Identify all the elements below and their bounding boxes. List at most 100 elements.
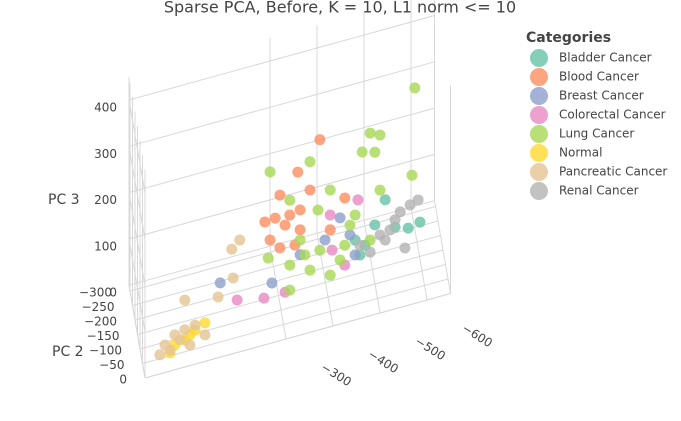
data-point bbox=[284, 194, 296, 206]
data-point bbox=[379, 194, 391, 206]
data-point bbox=[214, 277, 226, 289]
data-point bbox=[274, 242, 286, 254]
data-point bbox=[264, 234, 276, 246]
data-point bbox=[284, 209, 296, 221]
data-point bbox=[364, 234, 376, 246]
legend-label[interactable]: Colorectal Cancer bbox=[559, 108, 666, 122]
data-point bbox=[324, 224, 336, 236]
data-point bbox=[314, 134, 326, 146]
y-tick-label: 0 bbox=[119, 373, 127, 387]
legend-title: Categories bbox=[526, 30, 611, 46]
data-point bbox=[314, 244, 326, 256]
data-point bbox=[262, 252, 274, 264]
data-point bbox=[274, 189, 286, 201]
data-point bbox=[349, 209, 361, 221]
z-grid-line bbox=[128, 99, 146, 193]
data-point bbox=[414, 216, 426, 228]
legend-marker[interactable] bbox=[530, 49, 548, 67]
legend-label[interactable]: Bladder Cancer bbox=[559, 51, 652, 65]
x-tick-label: −600 bbox=[460, 321, 495, 350]
data-point bbox=[354, 239, 366, 251]
y-grid-line bbox=[142, 278, 449, 364]
data-point bbox=[284, 284, 296, 296]
legend-marker[interactable] bbox=[530, 163, 548, 181]
data-point bbox=[266, 277, 278, 289]
z-grid-line bbox=[128, 107, 435, 194]
z-grid-line bbox=[128, 61, 435, 147]
data-point bbox=[319, 234, 331, 246]
legend-marker[interactable] bbox=[530, 87, 548, 105]
data-point bbox=[234, 234, 246, 246]
data-point bbox=[227, 272, 239, 284]
z-grid-line bbox=[128, 192, 146, 286]
x-grid-line bbox=[410, 207, 428, 301]
legend-marker[interactable] bbox=[530, 182, 548, 200]
data-point bbox=[364, 246, 376, 258]
x-grid-line bbox=[269, 246, 287, 340]
data-point bbox=[334, 212, 346, 224]
z-axis-title: PC 3 bbox=[48, 192, 80, 208]
data-point bbox=[399, 242, 411, 254]
z-tick-label: 0 bbox=[109, 286, 117, 300]
legend-marker[interactable] bbox=[530, 68, 548, 86]
data-point bbox=[269, 212, 281, 224]
data-point bbox=[326, 244, 338, 256]
legend-label[interactable]: Renal Cancer bbox=[559, 184, 639, 198]
y-tick-label: −250 bbox=[82, 300, 115, 314]
data-point bbox=[179, 294, 191, 306]
legend-marker[interactable] bbox=[530, 106, 548, 124]
data-point bbox=[369, 146, 381, 158]
data-point bbox=[258, 292, 270, 304]
z-grid-line bbox=[128, 238, 146, 332]
legend-marker[interactable] bbox=[530, 144, 548, 162]
data-point bbox=[369, 219, 381, 231]
legend-label[interactable]: Lung Cancer bbox=[559, 127, 634, 141]
data-point bbox=[324, 184, 336, 196]
legend-label[interactable]: Pancreatic Cancer bbox=[559, 165, 667, 179]
legend-marker[interactable] bbox=[530, 125, 548, 143]
data-point bbox=[199, 329, 211, 341]
x-tick-label: −300 bbox=[319, 360, 354, 389]
grid-layer bbox=[128, 0, 451, 379]
data-point bbox=[406, 169, 418, 181]
z-tick-label: 400 bbox=[94, 101, 117, 115]
data-point bbox=[154, 349, 166, 361]
x-tick-label: −400 bbox=[366, 347, 401, 376]
data-point bbox=[374, 129, 386, 141]
data-point bbox=[294, 204, 306, 216]
y-tick-label: −150 bbox=[87, 329, 120, 343]
x-grid-line bbox=[363, 220, 381, 314]
legend-label[interactable]: Breast Cancer bbox=[559, 89, 644, 103]
data-point bbox=[292, 166, 304, 178]
data-point bbox=[231, 294, 243, 306]
data-point bbox=[264, 166, 276, 178]
points-layer bbox=[154, 82, 426, 361]
legend: Bladder Cancer Blood Cancer Breast Cancer C… bbox=[530, 49, 667, 200]
data-point bbox=[389, 214, 401, 226]
data-point bbox=[324, 269, 336, 281]
legend-label[interactable]: Normal bbox=[559, 146, 602, 160]
data-point bbox=[179, 324, 191, 336]
data-point bbox=[356, 146, 368, 158]
data-point bbox=[344, 229, 356, 241]
y-tick-label: −50 bbox=[99, 358, 124, 372]
data-point bbox=[164, 344, 176, 356]
data-point bbox=[284, 259, 296, 271]
y-grid-line bbox=[144, 293, 451, 379]
data-point bbox=[199, 317, 211, 329]
data-point bbox=[409, 82, 421, 94]
legend-label[interactable]: Blood Cancer bbox=[559, 70, 639, 84]
data-point bbox=[339, 239, 351, 251]
data-point bbox=[259, 216, 271, 228]
z-tick-label: 300 bbox=[94, 147, 117, 161]
y-tick-label: −300 bbox=[79, 286, 112, 300]
chart-title: Sparse PCA, Before, K = 10, L1 norm <= 1… bbox=[164, 0, 516, 17]
data-point bbox=[324, 209, 336, 221]
z-grid-line bbox=[128, 146, 146, 240]
data-point bbox=[294, 234, 306, 246]
data-point bbox=[189, 319, 201, 331]
data-point bbox=[412, 194, 424, 206]
data-point bbox=[334, 254, 346, 266]
